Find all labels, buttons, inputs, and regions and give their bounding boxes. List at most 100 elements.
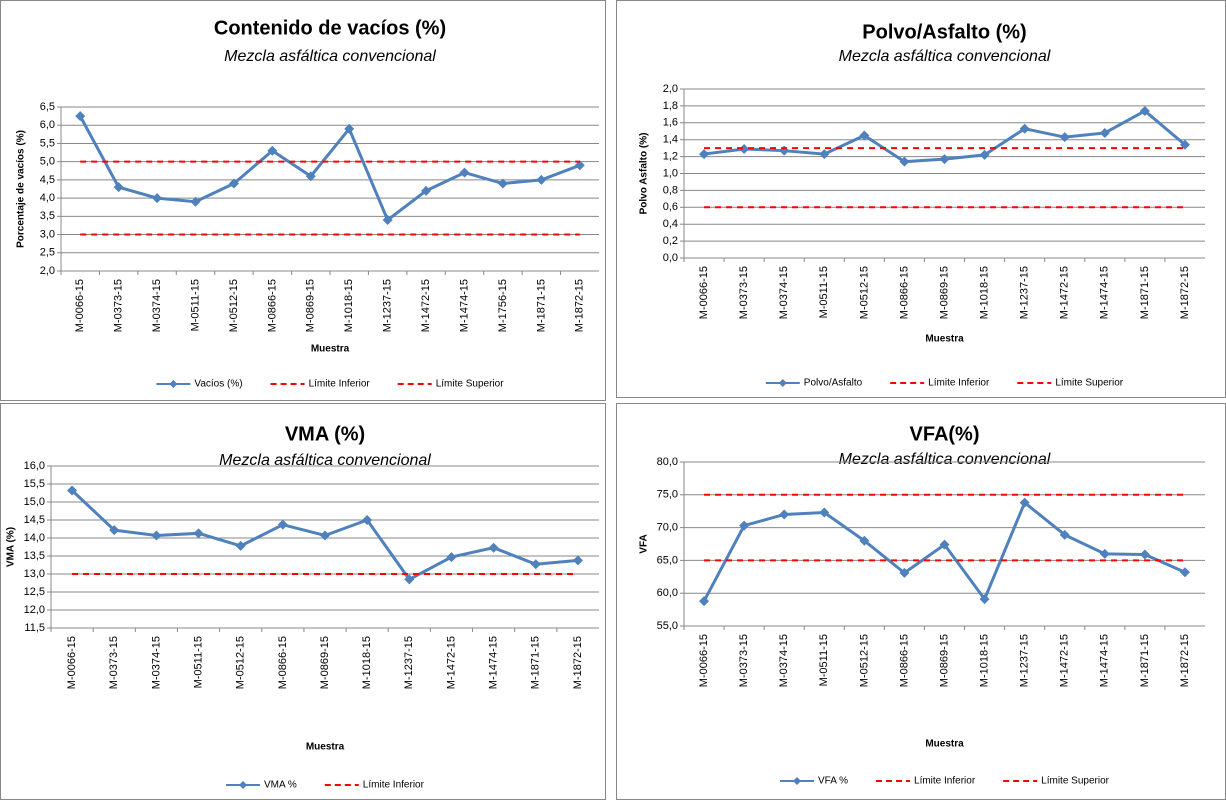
x-tick-label: M-0866-15 [277,636,289,689]
data-point [572,555,583,566]
x-tick-label: M-0066-15 [74,279,86,332]
y-tick-label: 1,2 [663,151,678,163]
legend-label: VMA % [264,780,297,791]
legend-label: Límite Superior [1041,776,1109,787]
data-point [152,193,163,204]
x-tick-label: M-1237-15 [1019,266,1031,319]
y-tick-label: 65,0 [657,554,678,566]
x-tick-label: M-0866-15 [898,266,910,319]
data-point [859,535,870,546]
data-point [536,174,547,185]
legend-marker [169,380,178,388]
y-tick-label: 14,0 [24,532,45,544]
y-axis-label: VFA [639,534,650,553]
legend-label: VFA % [818,776,848,787]
chart-subtitle: Mezcla asfáltica convencional [219,452,431,469]
x-tick-label: M-0869-15 [938,266,950,319]
data-point [362,515,373,525]
legend-label: Límite Inferior [309,379,371,390]
data-point [446,552,457,563]
data-point [1099,127,1110,138]
legend-label: Límite Superior [436,379,504,390]
y-tick-label: 13,0 [24,568,45,580]
x-tick-label: M-0511-15 [818,634,830,686]
x-axis-label: Muestra [925,334,964,345]
x-tick-label: M-1872-15 [1179,634,1191,687]
data-point [497,178,508,189]
x-tick-label: M-0066-15 [66,636,78,689]
y-tick-label: 80,0 [657,456,678,468]
x-tick-label: M-0869-15 [938,634,950,687]
data-line [703,109,1186,164]
data-point [1019,497,1030,508]
x-tick-label: M-0373-15 [108,636,120,689]
x-tick-label: M-1474-15 [488,636,500,689]
data-point [574,160,585,171]
y-tick-label: 4,5 [40,174,55,186]
x-tick-label: M-0512-15 [858,266,870,319]
data-point [819,149,830,160]
data-point [109,525,120,536]
data-point [113,182,124,193]
x-tick-label: M-0869-15 [319,636,331,689]
x-tick-label: M-1474-15 [1099,266,1111,319]
data-point [779,509,790,520]
x-tick-label: M-0374-15 [778,634,790,687]
y-axis-label: Porcentaje de vacíos (%) [16,130,27,248]
y-tick-label: 6,0 [40,119,55,131]
legend-label: Límite Superior [1055,378,1123,389]
x-tick-label: M-1871-15 [535,279,547,332]
x-tick-label: M-0511-15 [189,279,201,331]
legend-label: Límite Inferior [914,776,976,787]
data-point [421,185,432,196]
y-tick-label: 2,0 [40,265,55,277]
data-point [530,559,541,570]
data-point [488,542,499,553]
x-tick-label: M-1018-15 [978,634,990,687]
x-tick-label: M-1871-15 [1139,634,1151,687]
chart-title: VMA (%) [285,423,365,445]
data-point [979,149,990,160]
y-tick-label: 75,0 [657,489,678,501]
data-point [899,567,910,578]
data-point [979,594,990,605]
data-point [320,530,330,541]
data-point [939,539,950,550]
chart-panel: VMA (%) Mezcla asfáltica convencional 11,5… [0,403,606,800]
y-tick-label: 0,2 [663,235,678,247]
x-tick-label: M-1872-15 [574,279,586,332]
data-point [235,540,246,551]
data-point [1139,549,1150,560]
data-point [193,528,204,539]
y-tick-label: 1,4 [663,134,678,146]
y-tick-label: 60,0 [657,587,678,599]
legend-marker [239,781,247,789]
y-tick-label: 13,5 [24,550,45,562]
data-point [899,156,910,167]
x-tick-label: M-1018-15 [361,636,373,689]
x-tick-label: M-1237-15 [403,636,415,689]
legend-marker [778,379,787,387]
x-tick-label: M-0066-15 [698,634,710,687]
x-axis-label: Muestra [925,739,964,750]
data-point [151,530,162,541]
x-tick-label: M-0511-15 [818,266,830,318]
legend-label: Límite Inferior [928,378,990,389]
data-point [739,143,750,154]
y-tick-label: 0,6 [663,201,678,213]
legend: Polvo/Asfalto Límite Inferior Límite Super… [765,378,1124,389]
legend-marker [793,777,801,785]
chart-subtitle: Mezcla asfáltica convencional [224,48,436,65]
y-tick-label: 1,6 [663,117,678,129]
data-point [344,123,355,134]
x-tick-label: M-0374-15 [150,636,162,689]
x-tick-label: M-1474-15 [1099,634,1111,687]
chart-title: VFA(%) [910,423,980,445]
y-tick-label: 15,0 [24,496,45,508]
y-tick-label: 16,0 [24,460,45,472]
chart-panel: Polvo/Asfalto (%) Mezcla asfáltica conven… [616,0,1226,398]
data-point [67,485,78,496]
y-tick-label: 1,8 [663,100,678,112]
legend-label: Límite Inferior [363,780,425,791]
